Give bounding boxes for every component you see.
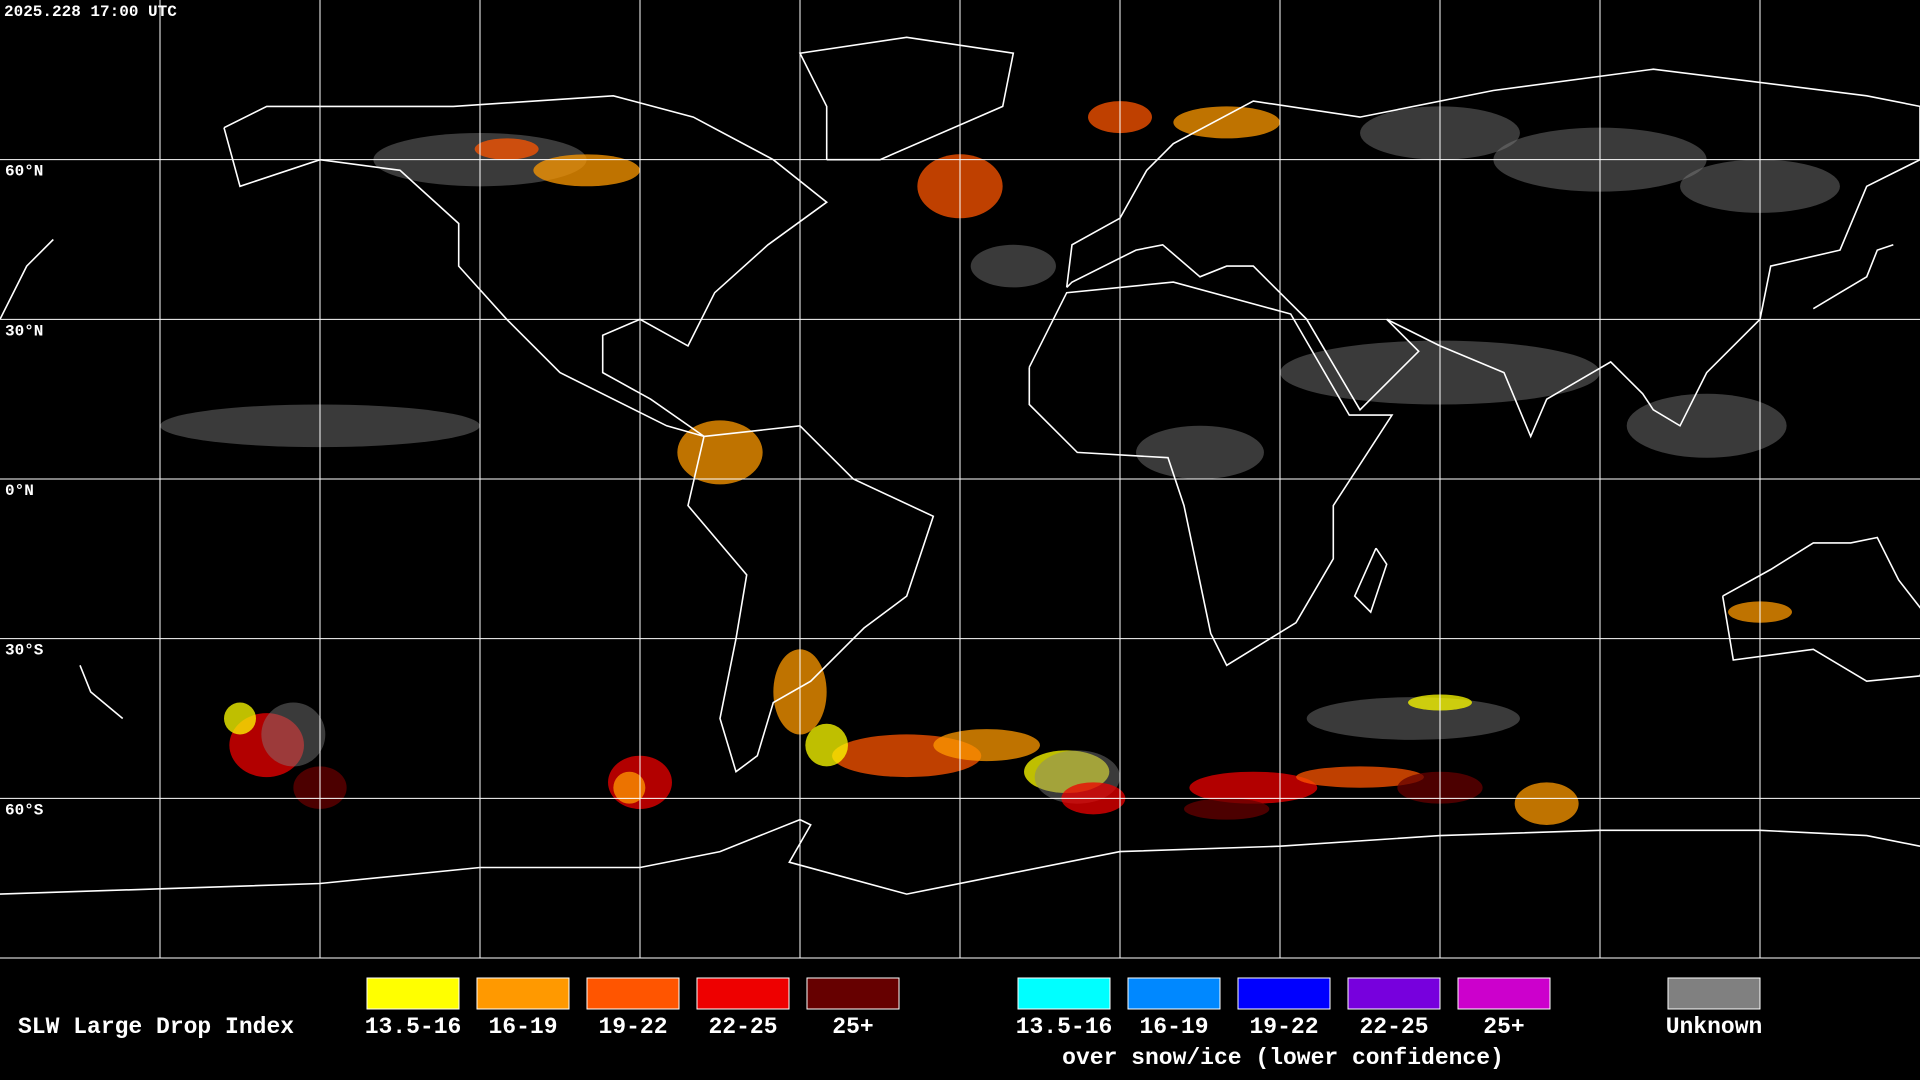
snow-legend-swatch-label: 13.5-16 — [1016, 1014, 1113, 1040]
cloud-blob — [261, 702, 326, 767]
snow-legend-swatch-label: 19-22 — [1249, 1014, 1318, 1040]
legend-title: SLW Large Drop Index — [18, 1014, 294, 1040]
coastline — [1812, 244, 1894, 310]
legend-swatch-label: 13.5-16 — [365, 1014, 462, 1040]
coastline — [0, 818, 1920, 895]
coastline — [1028, 281, 1394, 667]
latitude-label: 30°S — [5, 642, 44, 660]
cloud-blob — [677, 420, 763, 485]
latitude-label: 0°N — [5, 482, 34, 500]
legend-swatch — [586, 977, 680, 1010]
latitude-label: 60°S — [5, 801, 44, 819]
legend-swatch — [366, 977, 460, 1010]
cloud-blob — [1189, 771, 1318, 804]
coastline — [687, 424, 935, 774]
coastline — [79, 665, 124, 720]
unknown-swatch — [1667, 977, 1761, 1010]
cloud-blob — [1136, 425, 1264, 480]
timestamp: 2025.228 17:00 UTC — [4, 3, 177, 21]
legend-swatch-label: 19-22 — [598, 1014, 667, 1040]
legend-swatch-label: 25+ — [832, 1014, 873, 1040]
coastlines — [0, 36, 1920, 895]
latitude-label: 60°N — [5, 163, 43, 181]
cloud-blob — [224, 702, 256, 735]
coastline — [1353, 547, 1388, 614]
cloud-blob — [933, 729, 1040, 762]
snow-legend-swatch — [1457, 977, 1551, 1010]
snow-legend-swatch — [1017, 977, 1111, 1010]
cloud-blob — [970, 244, 1056, 288]
snow-legend-swatch — [1127, 977, 1221, 1010]
lat-lon-grid — [0, 0, 1920, 958]
latitude-label: 30°N — [5, 322, 43, 340]
legend-swatch-label: 22-25 — [708, 1014, 777, 1040]
cloud-blob — [1024, 750, 1110, 794]
latitude-labels: 60°N 30°N 0°N 30°S 60°S — [5, 163, 44, 820]
cloud-blob — [613, 771, 646, 804]
unknown-swatch-label: Unknown — [1666, 1014, 1763, 1040]
snow-legend-swatch-label: 22-25 — [1359, 1014, 1428, 1040]
snow-caption: over snow/ice (lower confidence) — [1062, 1045, 1504, 1071]
legend-swatch — [696, 977, 790, 1010]
coastline — [1065, 68, 1920, 439]
cloud-blob — [1514, 782, 1579, 825]
cloud-blob — [1306, 697, 1520, 740]
snow-legend-swatch-label: 25+ — [1483, 1014, 1524, 1040]
cloud-blob — [474, 138, 539, 160]
legend-swatch-label: 16-19 — [488, 1014, 557, 1040]
cloud-blob — [1296, 766, 1424, 788]
cloud-blob — [533, 154, 640, 187]
legend-swatch — [806, 977, 900, 1010]
coastline — [1721, 536, 1920, 683]
coastline — [223, 94, 829, 438]
snow-legend-swatch — [1237, 977, 1331, 1010]
snow-legend-swatch-label: 16-19 — [1139, 1014, 1208, 1040]
legend: SLW Large Drop Index over snow/ice (lowe… — [18, 977, 1763, 1071]
snow-legend-swatch — [1347, 977, 1441, 1010]
coastline — [0, 238, 54, 320]
cloud-blob — [1173, 106, 1280, 139]
cloud-blob — [805, 723, 848, 767]
cloud-blob — [1626, 393, 1787, 458]
cloud-blob — [1184, 798, 1270, 820]
legend-swatch — [476, 977, 570, 1010]
